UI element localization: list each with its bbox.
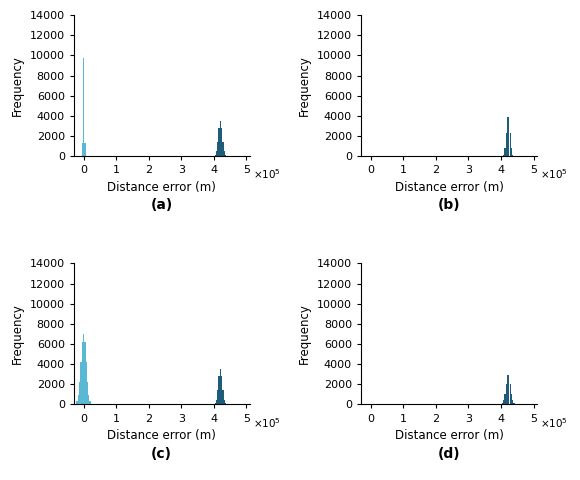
Text: $\times10^5$: $\times10^5$ bbox=[253, 168, 281, 181]
Bar bbox=[503, 155, 504, 156]
Text: (d): (d) bbox=[438, 447, 461, 461]
Bar bbox=[506, 384, 507, 405]
Bar bbox=[221, 376, 222, 405]
Bar bbox=[78, 395, 79, 405]
Bar bbox=[89, 401, 90, 405]
Bar bbox=[508, 118, 509, 156]
Bar bbox=[506, 133, 507, 156]
X-axis label: Distance error (m): Distance error (m) bbox=[107, 181, 216, 194]
Bar bbox=[502, 403, 503, 405]
Bar bbox=[512, 400, 513, 405]
Bar bbox=[512, 155, 513, 156]
Bar bbox=[87, 382, 88, 405]
Bar bbox=[224, 151, 225, 156]
Text: (b): (b) bbox=[438, 198, 461, 213]
Bar bbox=[91, 404, 92, 405]
Bar bbox=[219, 376, 220, 405]
Bar bbox=[505, 394, 506, 405]
Bar bbox=[84, 143, 85, 156]
Bar bbox=[511, 148, 512, 156]
Bar bbox=[88, 395, 89, 405]
Bar bbox=[505, 148, 506, 156]
Text: (c): (c) bbox=[151, 447, 172, 461]
Bar bbox=[82, 143, 83, 156]
Y-axis label: Frequency: Frequency bbox=[298, 55, 311, 116]
Bar bbox=[83, 334, 84, 405]
Y-axis label: Frequency: Frequency bbox=[298, 303, 311, 364]
X-axis label: Distance error (m): Distance error (m) bbox=[394, 181, 503, 194]
Bar bbox=[511, 394, 512, 405]
Bar bbox=[221, 128, 222, 156]
Bar bbox=[82, 342, 83, 405]
X-axis label: Distance error (m): Distance error (m) bbox=[394, 429, 503, 442]
Bar bbox=[86, 362, 87, 405]
Bar bbox=[510, 133, 511, 156]
Bar bbox=[503, 400, 504, 405]
Bar bbox=[81, 362, 82, 405]
Bar bbox=[216, 400, 217, 405]
Bar bbox=[513, 403, 514, 405]
Y-axis label: Frequency: Frequency bbox=[11, 55, 24, 116]
Bar bbox=[215, 404, 216, 405]
Bar bbox=[222, 390, 223, 405]
Text: $\times10^5$: $\times10^5$ bbox=[541, 416, 568, 430]
Bar bbox=[507, 375, 508, 405]
Bar bbox=[220, 369, 221, 405]
Bar bbox=[510, 384, 511, 405]
Bar bbox=[75, 404, 77, 405]
Text: $\times10^5$: $\times10^5$ bbox=[253, 416, 281, 430]
Bar bbox=[83, 59, 84, 156]
Bar bbox=[217, 142, 218, 156]
Bar bbox=[220, 121, 221, 156]
Text: $\times10^5$: $\times10^5$ bbox=[541, 168, 568, 181]
Bar bbox=[222, 142, 223, 156]
Bar bbox=[77, 401, 78, 405]
Bar bbox=[507, 118, 508, 156]
X-axis label: Distance error (m): Distance error (m) bbox=[107, 429, 216, 442]
Bar bbox=[224, 400, 225, 405]
Bar bbox=[225, 155, 226, 156]
Bar bbox=[217, 390, 218, 405]
Bar bbox=[225, 404, 226, 405]
Bar bbox=[508, 375, 509, 405]
Bar bbox=[216, 151, 217, 156]
Text: (a): (a) bbox=[151, 198, 173, 213]
Bar bbox=[79, 382, 80, 405]
Y-axis label: Frequency: Frequency bbox=[11, 303, 24, 364]
Bar bbox=[215, 155, 216, 156]
Bar bbox=[84, 342, 85, 405]
Bar bbox=[219, 128, 220, 156]
